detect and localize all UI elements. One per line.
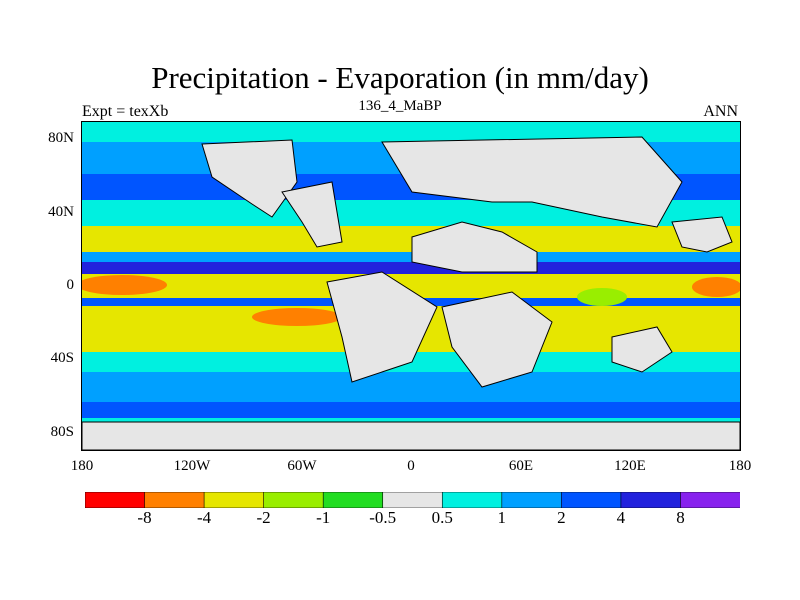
eurasia-land — [381, 136, 683, 228]
experiment-label: Expt = texXb — [82, 103, 169, 120]
colorbar-label: 0.5 — [431, 508, 453, 527]
east-asia-coast-land — [671, 216, 733, 253]
map-subtitle: 136_4_MaBP — [358, 98, 442, 114]
band-itcz — [82, 262, 740, 276]
colorbar-swatch — [144, 492, 205, 508]
lon-tick-120w: 120W — [173, 458, 211, 474]
colorbar-label: -1 — [316, 508, 331, 527]
colorbar-swatch — [382, 492, 444, 508]
evaporation-max-south-pacific — [252, 308, 342, 326]
colorbar-swatch — [501, 492, 563, 508]
antarctica-land — [82, 421, 740, 450]
precipitation-evaporation-map — [81, 121, 741, 451]
band-southern-storm-track — [82, 402, 740, 420]
australia-land — [611, 326, 673, 373]
band-south-transition — [82, 352, 740, 374]
lat-tick-0: 0 — [66, 277, 75, 293]
lat-tick-80s: 80S — [50, 424, 74, 440]
colorbar-swatch — [620, 492, 682, 508]
colorbar-swatch — [85, 492, 146, 508]
lat-tick-40n: 40N — [48, 204, 74, 220]
north-america-land — [201, 139, 298, 218]
colorbar — [85, 492, 740, 508]
africa-south-land — [441, 291, 553, 388]
colorbar-swatch — [263, 492, 324, 508]
colorbar-swatch — [680, 492, 740, 508]
colorbar-swatch — [561, 492, 622, 508]
colorbar-swatch — [441, 492, 503, 508]
colorbar-label: 4 — [616, 508, 626, 527]
lat-tick-80n: 80N — [48, 130, 74, 146]
colorbar-swatch — [322, 492, 384, 508]
evaporation-max-east-pacific — [82, 275, 167, 295]
africa-north-land — [411, 221, 538, 273]
colorbar-swatch — [203, 492, 265, 508]
lon-tick-60w: 60W — [287, 458, 317, 474]
colorbar-label: -4 — [197, 508, 212, 527]
map-title: Precipitation - Evaporation (in mm/day) — [151, 60, 649, 95]
colorbar-label: 2 — [557, 508, 566, 527]
map-field — [82, 122, 740, 450]
south-america-land — [326, 271, 438, 383]
colorbar-label: -0.5 — [369, 508, 397, 527]
moist-patch-indian — [577, 288, 627, 306]
lon-tick-0: 0 — [407, 458, 415, 474]
colorbar-label: -8 — [137, 508, 152, 527]
evaporation-max-central-pacific — [692, 277, 740, 297]
colorbar-label: 1 — [497, 508, 507, 527]
band-arctic — [82, 122, 740, 142]
lon-tick-120e: 120E — [614, 458, 646, 474]
colorbar-label: -2 — [256, 508, 271, 527]
greenland-coast-land — [281, 181, 343, 248]
band-north-subtropics — [82, 226, 740, 254]
lat-tick-40s: 40S — [50, 350, 74, 366]
colorbar-label: 8 — [676, 508, 685, 527]
band-itcz-edge — [82, 252, 740, 264]
lon-tick-180-east: 180 — [728, 458, 752, 474]
lon-tick-60e: 60E — [508, 458, 534, 474]
lon-tick-180-west: 180 — [70, 458, 94, 474]
season-label: ANN — [703, 103, 738, 120]
band-southern-ocean — [82, 372, 740, 404]
